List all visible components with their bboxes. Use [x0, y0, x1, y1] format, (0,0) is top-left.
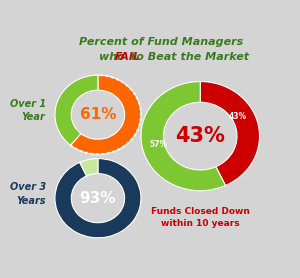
Wedge shape: [70, 75, 141, 154]
Text: Over 3
Years: Over 3 Years: [10, 182, 46, 205]
Wedge shape: [80, 158, 98, 176]
Text: FAIL: FAIL: [115, 51, 141, 61]
Text: 43%: 43%: [175, 126, 225, 146]
Wedge shape: [55, 75, 98, 145]
Text: Over 1
Year: Over 1 Year: [10, 99, 46, 122]
Wedge shape: [141, 81, 226, 191]
Text: Funds Closed Down
within 10 years: Funds Closed Down within 10 years: [151, 207, 250, 228]
Text: Percent of Fund Managers: Percent of Fund Managers: [79, 37, 243, 47]
Wedge shape: [200, 81, 260, 185]
Text: 61%: 61%: [80, 107, 116, 122]
Text: 57%: 57%: [149, 140, 168, 149]
Wedge shape: [55, 158, 141, 238]
Text: 43%: 43%: [228, 112, 246, 121]
Text: 93%: 93%: [80, 191, 116, 206]
Text: who: who: [99, 51, 129, 61]
Text: to Beat the Market: to Beat the Market: [127, 51, 249, 61]
